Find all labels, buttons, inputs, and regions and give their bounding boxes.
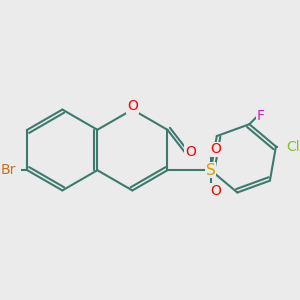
Text: Br: Br bbox=[0, 163, 16, 177]
Text: Cl: Cl bbox=[286, 140, 300, 154]
Text: O: O bbox=[185, 145, 196, 159]
Text: O: O bbox=[127, 99, 138, 113]
Text: O: O bbox=[210, 184, 221, 198]
Text: F: F bbox=[256, 109, 264, 123]
Text: S: S bbox=[206, 163, 216, 178]
Text: O: O bbox=[210, 142, 221, 156]
